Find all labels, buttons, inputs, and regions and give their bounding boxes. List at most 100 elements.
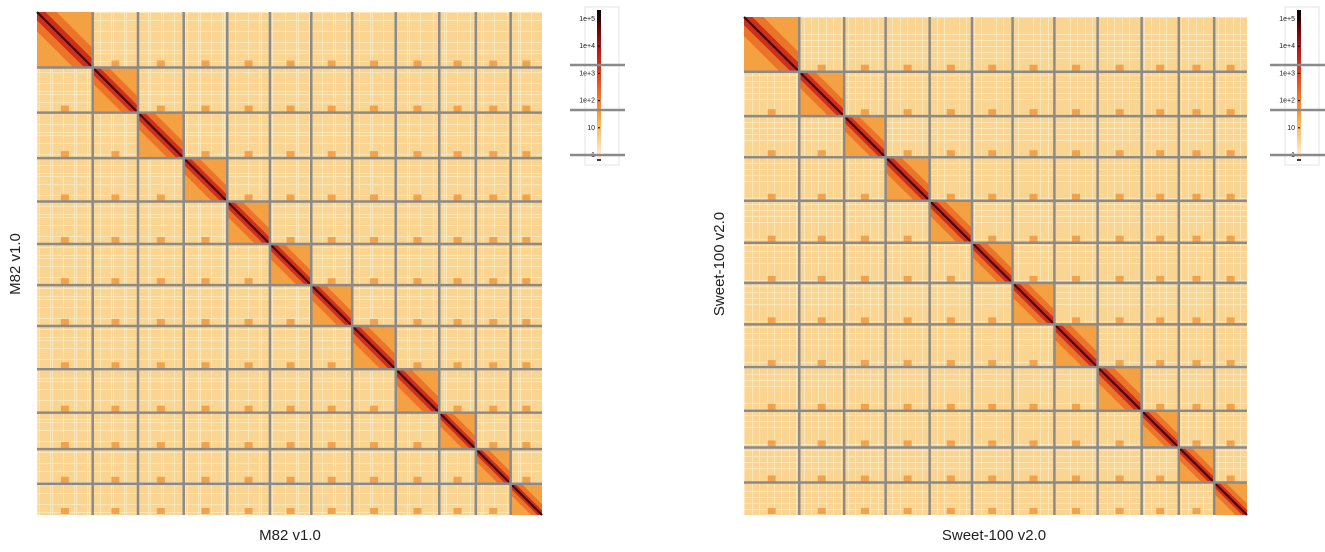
texture-stripe (826, 17, 827, 515)
contact-spot (286, 194, 295, 201)
texture-stripe (37, 12, 38, 515)
contact-spot (60, 362, 69, 369)
contact-spot (903, 508, 912, 514)
texture-stripe (89, 12, 90, 515)
contact-spot (286, 151, 295, 158)
contact-spot (522, 362, 531, 369)
contact-spot (946, 317, 955, 324)
contact-spot (489, 362, 498, 369)
texture-stripe (744, 491, 1247, 492)
texture-stripe (407, 12, 408, 515)
contact-spot (1156, 360, 1165, 367)
contact-spot (522, 442, 531, 449)
contact-spot (489, 236, 498, 243)
texture-stripe (744, 140, 1247, 141)
texture-stripe (37, 135, 542, 136)
contact-spot (1156, 193, 1165, 200)
texture-stripe (1092, 17, 1093, 515)
contact-spot (327, 278, 336, 285)
contact-spot (1029, 440, 1038, 447)
diagonal-band (1011, 282, 1056, 326)
contact-spot (767, 193, 776, 200)
contact-spot (369, 508, 378, 514)
contact-spot (453, 60, 462, 67)
diagonal-band (1053, 323, 1099, 368)
texture-stripe (744, 415, 1247, 416)
contact-spot (1029, 275, 1038, 282)
texture-stripe (37, 359, 542, 360)
diagonal-band (1213, 481, 1248, 516)
contact-spot (156, 476, 165, 483)
contact-spot (1156, 403, 1165, 410)
contact-spot (1072, 193, 1081, 200)
contact-spot (244, 476, 253, 483)
texture-stripe (37, 463, 542, 464)
texture-stripe (185, 12, 186, 515)
texture-stripe (1218, 17, 1219, 515)
contact-spot (244, 442, 253, 449)
contact-spot (1192, 403, 1201, 410)
contact-spot (327, 476, 336, 483)
contact-spot (369, 236, 378, 243)
texture-stripe (37, 381, 542, 382)
contact-spot (860, 508, 869, 514)
texture-stripe (37, 176, 542, 177)
texture-stripe (520, 12, 521, 515)
contact-spot (946, 475, 955, 482)
texture-stripe (483, 12, 484, 515)
texture-stripe (481, 12, 482, 515)
contact-spot (286, 236, 295, 243)
colorbar-frame (1284, 6, 1320, 166)
contact-spot (1156, 317, 1165, 324)
contact-spot (413, 151, 422, 158)
texture-stripe (1203, 17, 1204, 515)
diagonal-band (971, 241, 1014, 284)
heatmap-panel-m82: 1e+51e+41e+31e+2101 M82 v1.0 M82 v1.0 (7, 6, 625, 544)
contact-spot (1029, 508, 1038, 514)
texture-stripe (37, 337, 542, 338)
contact-spot (327, 508, 336, 514)
contact-spot (369, 151, 378, 158)
texture-stripe (915, 17, 916, 515)
contact-spot (1156, 475, 1165, 482)
contact-spot (111, 442, 120, 449)
texture-stripe (944, 17, 945, 515)
texture-stripe (433, 12, 434, 515)
texture-stripe (937, 17, 938, 515)
contact-spot (327, 151, 336, 158)
colorbar-tick-label: 1e+4 (579, 43, 595, 50)
contact-spot (1226, 64, 1235, 71)
contact-spot (60, 405, 69, 412)
contact-spot (413, 194, 422, 201)
contact-spot (1072, 235, 1081, 242)
texture-stripe (744, 298, 1247, 299)
texture-stripe (1233, 17, 1234, 515)
contact-spot (1156, 150, 1165, 157)
texture-stripe (37, 206, 542, 207)
contact-spot (111, 278, 120, 285)
contact-spot (1156, 109, 1165, 116)
contact-spot (111, 151, 120, 158)
contact-spot (1192, 440, 1201, 447)
contact-spot (817, 317, 826, 324)
texture-stripe (37, 296, 542, 297)
contact-spot (1192, 193, 1201, 200)
texture-stripe (37, 493, 542, 494)
contact-spot (903, 440, 912, 447)
texture-stripe (76, 12, 77, 515)
texture-stripe (878, 17, 879, 515)
contact-spot (111, 508, 120, 514)
contact-spot (817, 193, 826, 200)
contact-spot (327, 194, 336, 201)
texture-stripe (161, 12, 162, 515)
contact-spot (111, 318, 120, 325)
contact-spot (201, 60, 210, 67)
texture-stripe (261, 12, 262, 515)
contact-spot (156, 236, 165, 243)
colorbar-tick-label: 1e+4 (1279, 43, 1295, 50)
contact-spot (453, 151, 462, 158)
contact-spot (244, 151, 253, 158)
contact-spot (1156, 275, 1165, 282)
texture-stripe (37, 214, 542, 215)
texture-stripe (63, 12, 64, 515)
